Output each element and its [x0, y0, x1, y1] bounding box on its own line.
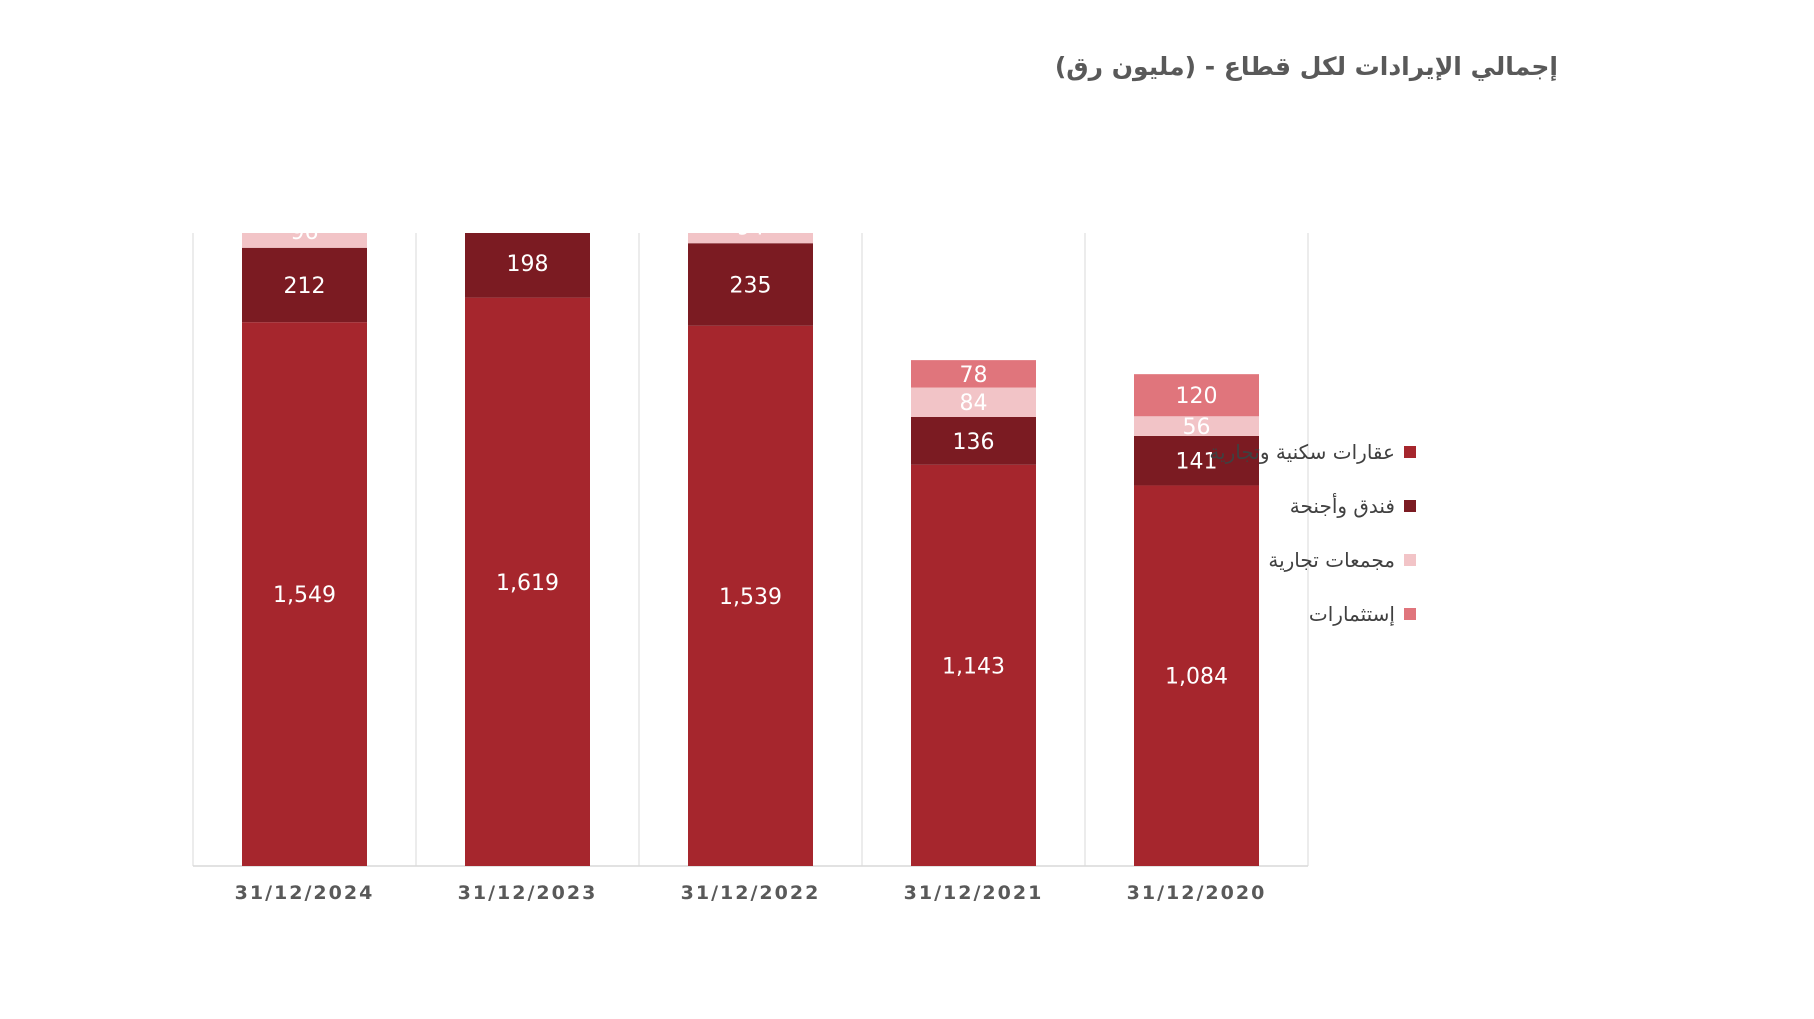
bar-segment — [465, 194, 590, 228]
bar-segment — [688, 243, 813, 326]
bar-segment — [1134, 485, 1259, 866]
data-label: 1,619 — [496, 571, 559, 596]
x-tick-label: 31/12/2022 — [681, 882, 821, 904]
legend-item: مجمعات تجارية — [1209, 533, 1416, 587]
x-axis-tick-labels: 31/12/2024 31/12/2023 31/12/2022 31/12/2021… — [235, 882, 1267, 904]
x-tick-label: 31/12/2024 — [235, 882, 375, 904]
data-label: 84 — [960, 391, 988, 416]
chart-title: إجمالي الإيرادات لكل قطاع - (مليون رق) — [1054, 52, 1558, 81]
data-label: 1,143 — [942, 654, 1005, 679]
legend-item: عقارات سكنية وتجارية — [1209, 425, 1416, 479]
legend-swatch — [1404, 608, 1416, 620]
data-label: 94 — [737, 216, 765, 241]
bar-segment — [1134, 374, 1259, 417]
bar-segment — [911, 464, 1036, 866]
bar-segment — [911, 387, 1036, 417]
legend-label: إستثمارات — [1308, 602, 1395, 626]
bar-segments — [242, 0, 1259, 866]
data-label: 1,084 — [1165, 665, 1228, 690]
legend-item: فندق وأجنحة — [1209, 479, 1416, 533]
bar-segment — [688, 233, 813, 244]
data-label: 212 — [284, 274, 326, 299]
bar-segment — [242, 233, 367, 248]
x-tick-label: 31/12/2020 — [1127, 882, 1267, 904]
bar-segment — [688, 0, 813, 210]
data-label: 56 — [1183, 415, 1211, 440]
bar-segment — [1134, 416, 1259, 436]
bar-segment — [242, 247, 367, 323]
legend-item: إستثمارات — [1209, 587, 1416, 641]
bar-segment — [911, 360, 1036, 388]
chart-legend: عقارات سكنية وتجارية فندق وأجنحة مجمعات تج… — [1209, 425, 1416, 641]
bar-segment — [1134, 435, 1259, 486]
data-label: 1,549 — [273, 583, 336, 608]
x-tick-label: 31/12/2021 — [904, 882, 1044, 904]
data-label: 645 — [730, 86, 772, 111]
data-labels: 1,549 212 96 1,619 198 97 1,539 235 94 645 1,143 13… — [273, 86, 1228, 690]
legend-swatch — [1404, 554, 1416, 566]
data-label: 78 — [960, 363, 988, 388]
data-label: 120 — [1176, 384, 1218, 409]
data-label: 141 — [1176, 450, 1218, 475]
legend-swatch — [1404, 446, 1416, 458]
data-label: 96 — [291, 220, 319, 245]
x-tick-label: 31/12/2023 — [458, 882, 598, 904]
data-label: 136 — [953, 430, 995, 455]
bar-segment — [242, 322, 367, 866]
legend-swatch — [1404, 500, 1416, 512]
bar-segment — [465, 233, 590, 298]
legend-label: فندق وأجنحة — [1289, 494, 1395, 518]
data-label: 235 — [730, 273, 772, 298]
bar-segment — [688, 325, 813, 866]
data-label: 198 — [507, 252, 549, 277]
bar-segment — [465, 297, 590, 866]
data-label: 1,539 — [719, 585, 782, 610]
legend-label: عقارات سكنية وتجارية — [1209, 440, 1395, 464]
data-label: 97 — [514, 200, 542, 225]
legend-label: مجمعات تجارية — [1268, 548, 1395, 572]
bar-segment — [911, 416, 1036, 465]
